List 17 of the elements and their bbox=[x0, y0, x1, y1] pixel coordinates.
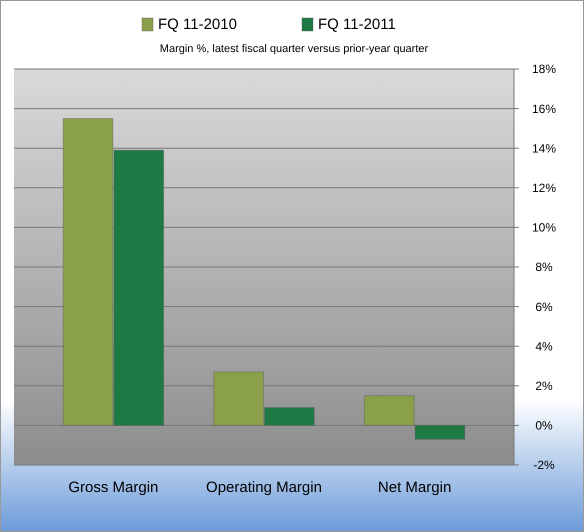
y-tick-label: 16% bbox=[532, 102, 556, 116]
x-tick-label: Gross Margin bbox=[68, 479, 158, 496]
y-tick-label: 8% bbox=[535, 260, 553, 274]
x-tick-label: Operating Margin bbox=[206, 479, 322, 496]
y-tick-label: 12% bbox=[532, 181, 556, 195]
y-tick-label: 10% bbox=[532, 220, 556, 235]
legend-label: FQ 11-2011 bbox=[318, 16, 396, 33]
y-tick-label: 18% bbox=[532, 62, 556, 76]
y-tick-label: 6% bbox=[535, 300, 553, 314]
chart-title: Margin %, latest fiscal quarter versus prior-year quarter bbox=[160, 43, 429, 55]
legend-label: FQ 11-2010 bbox=[158, 16, 237, 33]
y-tick-label: 14% bbox=[532, 141, 556, 156]
y-tick-label: 2% bbox=[535, 379, 553, 393]
y-tick-label: -2% bbox=[533, 458, 555, 472]
y-tick-label: 4% bbox=[535, 339, 553, 354]
x-tick-label: Net Margin bbox=[378, 479, 452, 496]
y-tick-label: 0% bbox=[535, 418, 553, 433]
